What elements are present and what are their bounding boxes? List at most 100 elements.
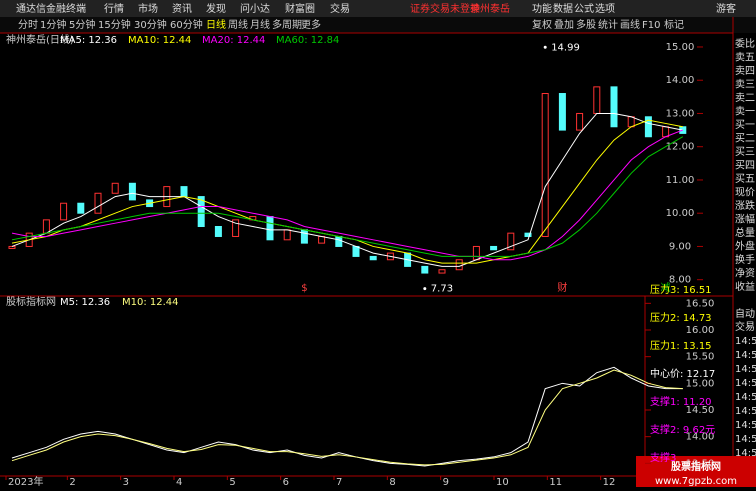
- annotation: 7.73: [431, 284, 453, 295]
- candle: [576, 112, 584, 131]
- period-tab[interactable]: 30分钟: [134, 18, 167, 31]
- side-label: 卖一: [735, 106, 755, 118]
- candle: [662, 126, 670, 138]
- watermark-url: www.7gpzb.com: [655, 476, 737, 487]
- trade-time: 14:50: [735, 434, 756, 445]
- trade-time: 14:50: [735, 378, 756, 389]
- action-button[interactable]: 复权: [532, 18, 552, 31]
- y-tick-label: 16.50: [686, 298, 715, 309]
- candle: [25, 232, 33, 247]
- tool[interactable]: 选项: [595, 2, 615, 15]
- side-label: 买五: [735, 173, 755, 185]
- tool[interactable]: 数据: [553, 2, 573, 15]
- side-label: 总量: [735, 226, 755, 239]
- annotation-point: [423, 287, 427, 291]
- candle: [627, 116, 635, 128]
- period-tab[interactable]: 1分钟: [40, 18, 66, 31]
- x-tick-label: 3: [123, 477, 129, 487]
- menu-item[interactable]: 市场: [138, 2, 158, 15]
- period-tab[interactable]: 多周期: [272, 18, 302, 31]
- candle: [180, 186, 188, 198]
- x-tick-label: 8: [389, 477, 395, 487]
- x-tick-label: 5: [229, 477, 235, 487]
- action-button[interactable]: 标记: [664, 19, 684, 31]
- action-button[interactable]: 多股: [576, 18, 596, 31]
- legend-entry: MA5: 12.36: [60, 35, 117, 46]
- action-button[interactable]: 叠加: [554, 19, 574, 31]
- candle: [128, 182, 136, 201]
- action-button[interactable]: 统计: [598, 18, 618, 31]
- period-tab[interactable]: 日线: [206, 18, 226, 31]
- level-label: 支撑2: 9.62元: [650, 423, 715, 436]
- menu-item[interactable]: 交易: [330, 2, 350, 15]
- event-marker: 财: [557, 281, 567, 294]
- side-label: 涨幅: [735, 213, 755, 226]
- candle: [541, 93, 549, 237]
- period-tab[interactable]: 5分钟: [69, 18, 95, 31]
- trade-time: 14:50: [735, 336, 756, 347]
- period-tab[interactable]: 60分钟: [170, 18, 203, 31]
- candle: [455, 259, 463, 271]
- action-button[interactable]: F10: [642, 20, 660, 31]
- y-tick-label: 15.00: [666, 42, 695, 53]
- menu-item[interactable]: 资讯: [172, 3, 192, 15]
- y-tick-label: 13.00: [666, 108, 695, 119]
- series-line: [11, 129, 683, 261]
- y-tick-label: 8.00: [669, 275, 691, 286]
- period-tab[interactable]: 月线: [250, 18, 270, 31]
- period-tab[interactable]: 15分钟: [98, 18, 131, 31]
- annotation: 14.99: [551, 42, 580, 53]
- candle: [421, 265, 429, 274]
- side-label: 卖五: [735, 52, 755, 64]
- chart-title: 神州泰岳(日线): [6, 33, 74, 46]
- legend-entry: M10: 12.44: [122, 297, 179, 308]
- candle: [524, 232, 532, 237]
- notice[interactable]: 证券交易未登录: [410, 2, 480, 15]
- y-tick-label: 14.00: [666, 75, 695, 86]
- candle: [94, 192, 102, 214]
- menu-item[interactable]: 问小达: [240, 2, 270, 15]
- side-label: 外盘: [735, 240, 755, 253]
- x-tick-label: 9: [443, 477, 449, 487]
- candle: [438, 269, 446, 274]
- candle: [335, 235, 343, 247]
- period-tab[interactable]: 分时: [18, 19, 38, 31]
- candle: [507, 232, 515, 251]
- tool[interactable]: 功能: [532, 2, 552, 15]
- toolbar: [0, 17, 756, 33]
- legend-entry: MA20: 12.44: [202, 35, 265, 46]
- level-label: 压力1: 13.15: [650, 339, 712, 352]
- legend-entry: M5: 12.36: [60, 297, 110, 308]
- legend-entry: MA60: 12.84: [276, 35, 339, 46]
- menu-item[interactable]: 财富圈: [285, 2, 315, 15]
- event-marker: 减: [661, 282, 671, 294]
- tool[interactable]: 公式: [574, 2, 594, 15]
- period-tab[interactable]: 周线: [228, 18, 248, 31]
- series-line: [11, 136, 684, 257]
- side-label: 净资: [735, 267, 755, 280]
- side-label: 卖二: [735, 92, 755, 104]
- x-tick-label: 6: [283, 477, 289, 487]
- series-line: [11, 366, 683, 467]
- level-label: 支撑1: 11.20: [650, 395, 712, 408]
- y-tick-label: 15.50: [686, 352, 715, 363]
- action-button[interactable]: 画线: [620, 18, 640, 31]
- side-label: 换手: [735, 253, 755, 266]
- trade-time: 14:50: [735, 392, 756, 403]
- trade-time: 14:50: [735, 350, 756, 361]
- level-label: 中心价: 12.17: [650, 367, 715, 380]
- menu-item[interactable]: 行情: [104, 2, 124, 15]
- side-label: 买一: [735, 119, 755, 131]
- stock-name: 神州泰岳: [470, 2, 510, 15]
- side-label: 交易: [735, 320, 755, 333]
- menu-item[interactable]: 发现: [206, 2, 226, 15]
- trade-time: 14:50: [735, 364, 756, 375]
- candle: [318, 235, 326, 244]
- candle: [266, 216, 274, 241]
- period-tab[interactable]: 更多: [301, 18, 321, 31]
- y-tick-label: 10.00: [666, 208, 695, 219]
- side-label: 卖三: [735, 79, 755, 91]
- y-tick-label: 11.00: [666, 175, 695, 186]
